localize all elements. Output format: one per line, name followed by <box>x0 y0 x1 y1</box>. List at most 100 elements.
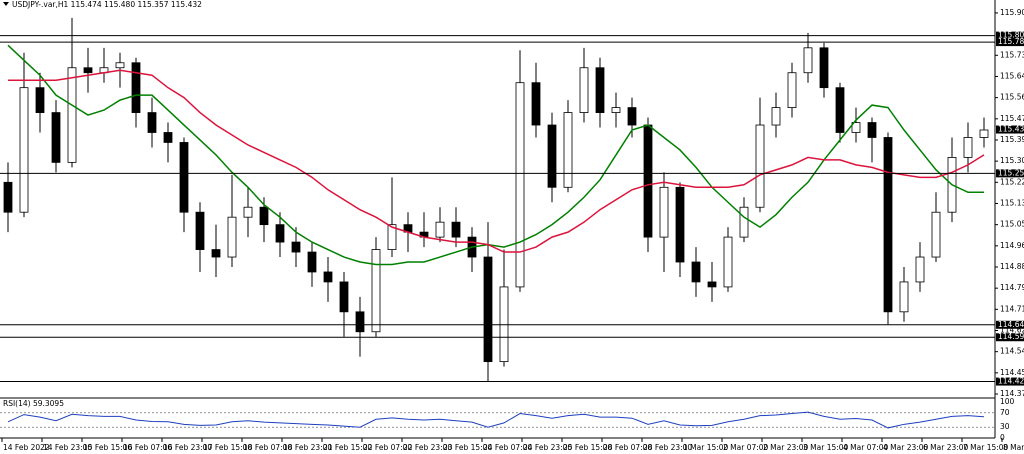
candle-body <box>819 47 829 89</box>
level-label-box <box>996 333 1024 342</box>
candle-body <box>355 311 365 333</box>
candle-body <box>707 281 717 288</box>
candle-body <box>563 112 573 188</box>
level-label-box <box>996 31 1024 40</box>
y-tick-label: 115.305 <box>1000 156 1024 165</box>
candle-body <box>3 181 13 213</box>
last-price-box <box>996 125 1024 134</box>
x-tick-label: 16 Feb 07:00 <box>123 443 172 452</box>
moving-average <box>8 69 985 253</box>
y-tick-label: 115.730 <box>1000 50 1024 59</box>
candle-body <box>35 87 45 113</box>
y-tick-label: 115.475 <box>1000 114 1024 123</box>
x-tick-label: 17 Feb 15:00 <box>203 443 252 452</box>
y-tick-label: 114.965 <box>1000 241 1024 250</box>
rsi-tick-label: 30 <box>1000 422 1010 431</box>
candle-body <box>643 124 653 238</box>
candle-body <box>723 236 733 288</box>
candle-body <box>979 129 989 138</box>
candle-body <box>227 216 237 258</box>
x-tick-label: 15 Feb 15:00 <box>83 443 132 452</box>
chart-title: USDJPY-.var,H1 115.474 115.480 115.357 1… <box>12 0 202 9</box>
candle-body <box>483 256 493 363</box>
candle-body <box>211 249 221 258</box>
y-tick-label: 114.625 <box>1000 326 1024 335</box>
y-tick-label: 115.900 <box>1000 8 1024 17</box>
level-label: 114.648 <box>998 320 1024 329</box>
candle-body <box>115 62 125 69</box>
x-tick-label: 16 Feb 23:00 <box>163 443 212 452</box>
candle-body <box>899 281 909 313</box>
candle-body <box>835 87 845 133</box>
candle-body <box>67 67 77 163</box>
x-tick-label: 3 Mar 15:00 <box>803 443 849 452</box>
x-tick-label: 24 Feb 23:00 <box>523 443 572 452</box>
candle-body <box>755 124 765 208</box>
y-tick-label: 114.880 <box>1000 262 1024 271</box>
candle-body <box>867 122 877 138</box>
candle-body <box>259 206 269 226</box>
level-label-box <box>996 377 1024 386</box>
candle-body <box>803 47 813 74</box>
candle-body <box>243 206 253 218</box>
candle-body <box>275 224 285 243</box>
level-label-box <box>996 320 1024 329</box>
candle-body <box>739 206 749 238</box>
candle-body <box>771 107 781 126</box>
candle-body <box>451 221 461 238</box>
x-tick-label: 28 Feb 07:00 <box>603 443 652 452</box>
candle-body <box>83 67 93 74</box>
candle-body <box>675 186 685 263</box>
level-label-box <box>996 169 1024 178</box>
x-tick-label: 6 Mar 23:00 <box>923 443 969 452</box>
candle-body <box>659 186 669 238</box>
rsi-tick-label: 70 <box>1000 408 1010 417</box>
x-tick-label: 7 Mar 15:00 <box>963 443 1009 452</box>
candle-body <box>883 137 893 313</box>
candle-body <box>787 72 797 108</box>
x-tick-label: 8 Mar 07:00 <box>1003 443 1024 452</box>
y-tick-label: 114.795 <box>1000 283 1024 292</box>
candle-body <box>195 211 205 250</box>
moving-average <box>7 44 984 266</box>
candle-body <box>531 82 541 126</box>
candle-body <box>611 107 621 113</box>
x-tick-label: 4 Mar 07:00 <box>843 443 889 452</box>
x-tick-label: 21 Feb 15:00 <box>323 443 372 452</box>
x-tick-label: 2 Mar 23:00 <box>763 443 809 452</box>
candle-body <box>179 142 189 213</box>
x-tick-label: 14 Feb 23:00 <box>43 443 92 452</box>
candle-body <box>931 211 941 258</box>
y-tick-label: 115.220 <box>1000 177 1024 186</box>
y-tick-label: 114.710 <box>1000 304 1024 313</box>
x-tick-label: 1 Mar 15:00 <box>683 443 729 452</box>
x-tick-label: 24 Feb 07:00 <box>483 443 532 452</box>
level-label-box <box>996 38 1024 47</box>
candle-body <box>627 107 637 126</box>
last-price-label: 115.432 <box>998 125 1024 134</box>
candle-body <box>291 241 301 253</box>
menu-arrow <box>3 2 9 6</box>
y-tick-label: 115.390 <box>1000 135 1024 144</box>
candle-body <box>339 281 349 313</box>
level-label: 115.256 <box>998 168 1024 177</box>
level-label: 114.598 <box>998 332 1024 341</box>
candle-body <box>963 137 973 158</box>
candle-body <box>307 251 317 273</box>
candle-body <box>51 112 61 163</box>
rsi-line <box>7 411 985 429</box>
y-tick-label: 115.050 <box>1000 220 1024 229</box>
candle-body <box>547 124 557 188</box>
level-label: 115.783 <box>998 37 1024 46</box>
y-tick-label: 114.455 <box>1000 368 1024 377</box>
x-tick-label: 4 Mar 23:00 <box>883 443 929 452</box>
x-tick-label: 25 Feb 15:00 <box>563 443 612 452</box>
candle-body <box>915 256 925 283</box>
x-tick-label: 18 Feb 23:00 <box>283 443 332 452</box>
y-tick-label: 115.135 <box>1000 198 1024 207</box>
x-tick-label: 2 Mar 07:00 <box>723 443 769 452</box>
candle-body <box>691 261 701 283</box>
candle-body <box>387 224 397 250</box>
y-tick-label: 114.370 <box>1000 389 1024 398</box>
